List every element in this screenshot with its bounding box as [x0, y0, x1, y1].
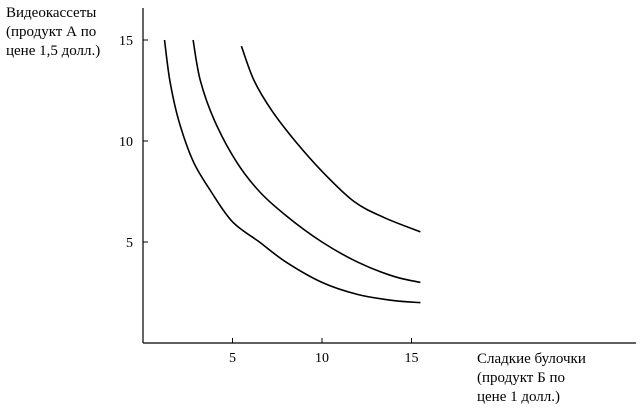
x-tick-label: 10	[315, 351, 329, 366]
y-tick-label: 10	[119, 135, 133, 150]
indifference-curves	[163, 39, 421, 304]
y-tick-label: 5	[126, 236, 133, 251]
x-axis-label-line: цене 1 долл.)	[477, 389, 561, 405]
tick-group: 5 10 15 5 10 15	[119, 34, 419, 366]
x-tick-label: 5	[229, 351, 236, 366]
y-axis-label-line: (продукт А по	[6, 24, 97, 40]
x-tick-label: 15	[405, 351, 419, 366]
indifference-curve-3	[240, 45, 421, 233]
y-axis-label-line: Видеокассеты	[6, 5, 97, 21]
x-axis-label-line: Сладкие булочки	[477, 351, 586, 367]
y-axis-label: Видеокассеты (продукт А по цене 1,5 долл…	[6, 4, 100, 61]
indifference-curve-2	[192, 39, 421, 284]
y-axis-label-line: цене 1,5 долл.)	[6, 43, 101, 59]
x-axis-label-line: (продукт Б по	[477, 370, 566, 386]
y-tick-label: 15	[119, 34, 133, 49]
x-axis-label: Сладкие булочки (продукт Б по цене 1 дол…	[477, 350, 586, 407]
indifference-curve-1	[163, 39, 421, 304]
